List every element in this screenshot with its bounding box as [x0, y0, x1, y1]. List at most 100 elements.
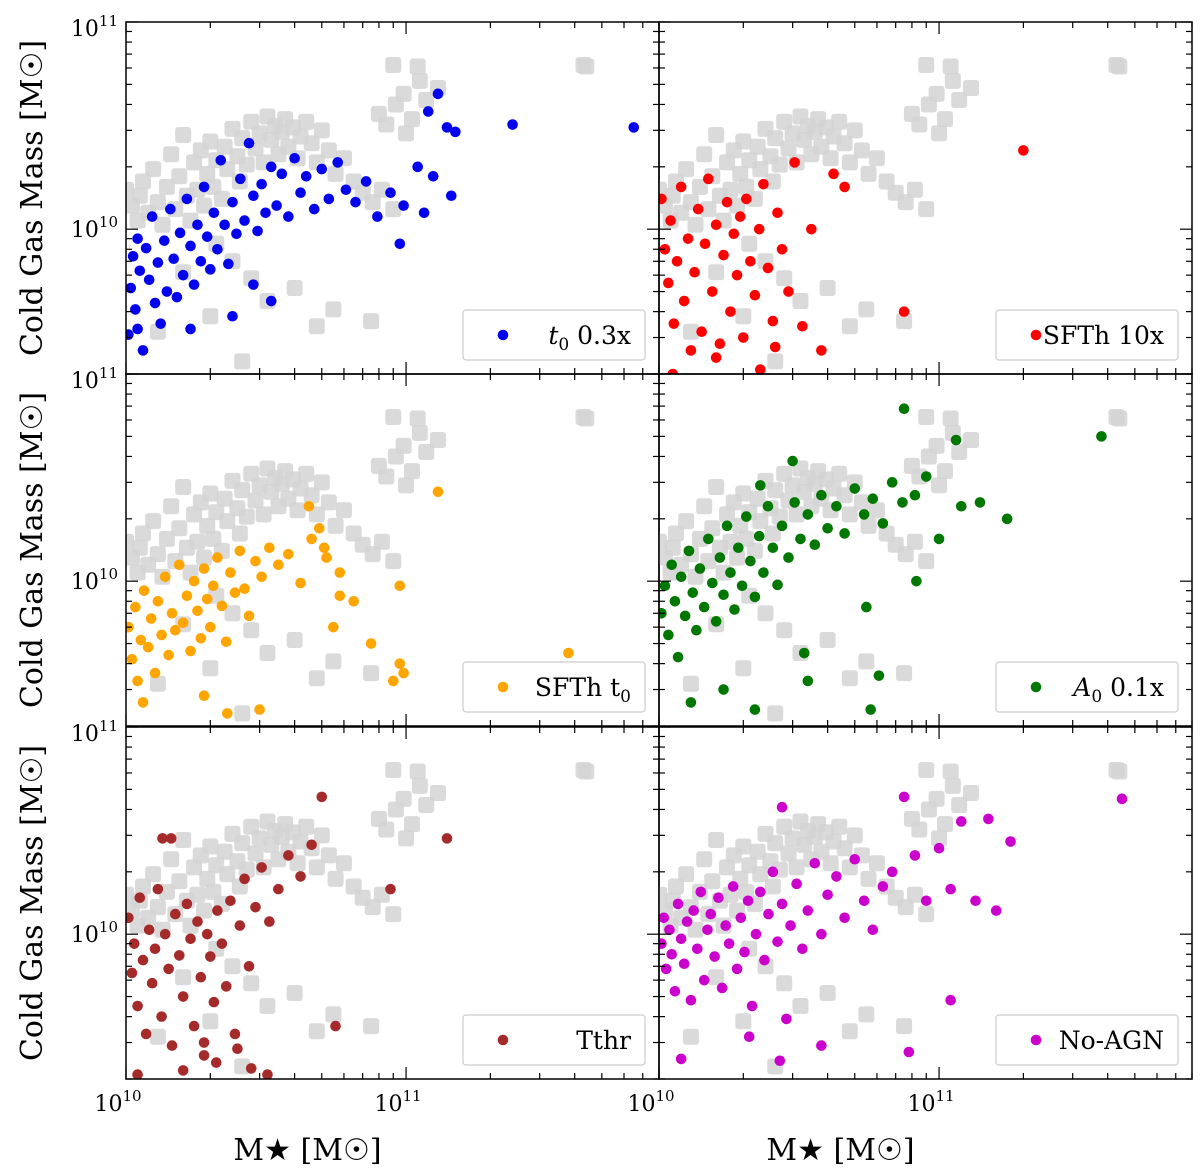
reference-point	[238, 861, 255, 878]
reference-point	[682, 1028, 699, 1045]
reference-point	[149, 546, 166, 563]
reference-point	[158, 178, 175, 195]
data-point	[710, 352, 722, 363]
data-point	[198, 1037, 210, 1048]
data-point	[328, 621, 339, 633]
data-point	[675, 933, 687, 945]
data-point	[898, 791, 910, 803]
reference-point	[418, 92, 435, 109]
data-point	[138, 585, 150, 596]
reference-points	[659, 409, 1128, 722]
reference-point	[575, 57, 592, 74]
x-axis-label: M★ [M☉]	[766, 1133, 914, 1168]
reference-point	[951, 797, 968, 814]
reference-point	[896, 665, 913, 682]
data-point	[177, 269, 189, 281]
data-point	[126, 329, 134, 340]
reference-point	[752, 161, 769, 178]
reference-point	[841, 1023, 858, 1040]
reference-point	[719, 506, 736, 523]
reference-point	[831, 465, 848, 482]
reference-point	[189, 533, 206, 550]
reference-point	[667, 878, 684, 895]
data-point	[861, 601, 872, 613]
reference-point	[858, 653, 875, 670]
data-point	[174, 227, 186, 239]
panel-No-AGN: No-AGN	[658, 726, 1193, 1080]
reference-point	[831, 113, 848, 130]
reference-point	[234, 705, 251, 722]
reference-point	[735, 485, 752, 502]
data-point	[698, 601, 710, 613]
data-point	[177, 1065, 189, 1076]
data-point	[733, 542, 744, 554]
series-t0-0.3x	[126, 88, 640, 356]
data-point	[746, 1000, 758, 1012]
reference-point	[224, 958, 241, 975]
data-point	[289, 152, 300, 164]
reference-point	[335, 502, 352, 519]
data-point	[776, 898, 788, 910]
data-point	[877, 881, 889, 892]
data-point	[729, 604, 740, 615]
y-axis-label: Cold Gas Mass [M☉]	[15, 40, 50, 356]
data-point	[669, 986, 681, 997]
data-point	[731, 269, 743, 281]
data-point	[201, 593, 213, 605]
reference-point	[196, 902, 213, 919]
data-point	[672, 898, 684, 910]
data-point	[898, 306, 910, 317]
reference-point	[841, 506, 858, 523]
reference-point	[732, 165, 749, 182]
reference-point	[682, 675, 699, 692]
data-point	[254, 704, 265, 715]
reference-point	[238, 508, 255, 525]
reference-point	[409, 58, 426, 75]
data-point	[208, 580, 219, 592]
data-point	[774, 1055, 786, 1067]
data-point	[323, 193, 335, 205]
data-point	[828, 168, 839, 180]
data-point	[260, 207, 271, 219]
axis-ticks	[658, 726, 1193, 1080]
reference-point	[708, 126, 725, 143]
reference-point	[409, 763, 426, 780]
reference-point	[746, 542, 763, 559]
reference-point	[175, 126, 192, 143]
panel-A0-0.1x: A0 0.1x	[658, 373, 1193, 727]
data-point	[1018, 145, 1029, 156]
reference-point	[729, 197, 746, 214]
data-point	[873, 670, 885, 681]
reference-point	[819, 280, 836, 297]
reference-point	[752, 513, 769, 530]
data-point	[205, 951, 216, 962]
reference-point	[719, 859, 736, 876]
reference-point	[216, 138, 233, 155]
data-point	[695, 886, 707, 898]
reference-point	[678, 513, 695, 530]
data-point	[198, 690, 210, 702]
data-point	[816, 928, 827, 940]
data-point	[755, 364, 766, 374]
reference-point	[906, 886, 923, 903]
reference-point	[149, 194, 166, 211]
data-point	[721, 196, 733, 208]
reference-point	[944, 777, 961, 794]
reference-point	[771, 156, 788, 173]
reference-point	[418, 797, 435, 814]
data-point	[787, 455, 798, 467]
data-point	[422, 106, 434, 117]
data-point	[165, 203, 176, 215]
data-point	[137, 954, 149, 966]
legend-marker	[497, 329, 509, 341]
data-point	[955, 816, 967, 827]
reference-point	[404, 816, 421, 833]
data-point	[198, 1050, 210, 1061]
reference-point	[202, 308, 219, 325]
data-point	[671, 255, 683, 267]
data-point	[886, 477, 898, 488]
data-point	[806, 223, 817, 235]
axis-ticks	[658, 373, 1193, 727]
data-point	[156, 629, 167, 641]
